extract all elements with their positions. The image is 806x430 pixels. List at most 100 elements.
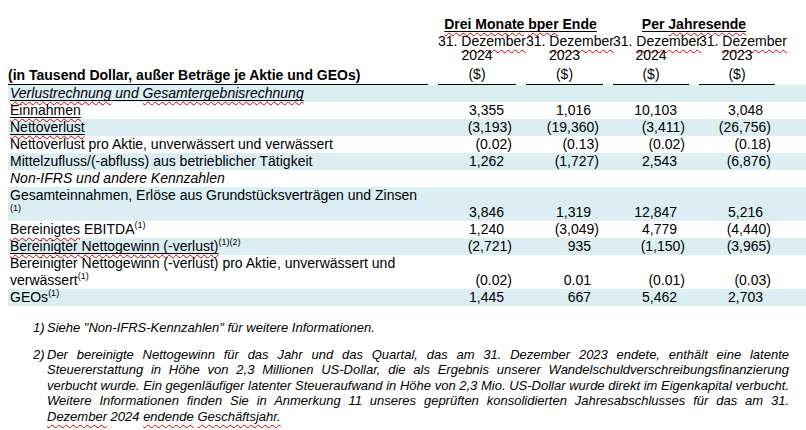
value-cell: (3,965)	[699, 238, 775, 255]
text-part: EBITDA	[80, 221, 134, 237]
spellcheck-word: Jahresende	[668, 16, 746, 32]
value-cell: 1,240	[438, 221, 516, 238]
value-cell: (1,150)	[613, 238, 689, 255]
value-cell: 0.01	[526, 272, 603, 289]
value-cell: 2,703	[699, 289, 775, 306]
value-cell: (26,756)	[699, 119, 775, 136]
value-cell: 2,543	[613, 153, 689, 170]
text-part: Per	[642, 16, 668, 32]
row-label: Non-IFRS und andere Kennzahlen	[8, 170, 428, 187]
text-part: Bereinigter Nettogewinn (-verlust) pro A…	[10, 255, 395, 288]
spellcheck-word: Geschäftsjahr.	[197, 409, 280, 424]
column-header-year: 2023	[549, 47, 580, 63]
value-cell: 1,319	[526, 204, 603, 221]
value-cell: 1,262	[438, 153, 516, 170]
column-header-unit: ($)	[699, 62, 775, 85]
table-row: Einnahmen3,3551,01610,1033,048	[8, 102, 806, 119]
row-label: Mittelzufluss/(-abfluss) aus betrieblich…	[8, 153, 428, 170]
row-label: Verlustrechnung und Gesamtergebnisrechnu…	[8, 85, 428, 102]
column-header-unit: ($)	[613, 62, 689, 85]
footnote-ref: (1)	[48, 288, 59, 298]
text-part: 31.	[699, 33, 722, 49]
value-cell: 1,445	[438, 289, 516, 306]
spellcheck-word: Bereinigtes	[10, 221, 80, 237]
spellcheck-word: Drei Monate	[444, 16, 524, 32]
value-cell: 10,103	[613, 102, 689, 119]
column-header-unit: ($)	[526, 62, 603, 85]
text-part: 2024	[107, 409, 143, 424]
footnote-ref: (1)	[135, 220, 146, 230]
text-part: Nettoverlust pro Aktie, unverwässert und…	[10, 136, 333, 152]
value-cell: (0.18)	[699, 136, 775, 153]
column-header-date: 31. Dezember2023	[526, 35, 603, 62]
table-header: (in Tausend Dollar, außer Beträge je Akt…	[8, 16, 806, 85]
value-cell: (19,360)	[526, 119, 603, 136]
value-cell: 3,846	[438, 204, 516, 221]
text-part: Siehe "Non-IFRS-Kennzahlen" für weitere …	[47, 320, 375, 335]
text-part: und	[111, 85, 142, 101]
text-part: Mittelzufluss/(-abfluss) aus betrieblich…	[10, 153, 312, 169]
table-row: Bereinigter Nettogewinn (-verlust) pro A…	[8, 255, 806, 289]
footnote-1: 1)Siehe "Non-IFRS-Kennzahlen" für weiter…	[33, 320, 789, 336]
value-cell: 5,462	[613, 289, 689, 306]
text-part: 31.	[526, 33, 549, 49]
table-row: Bereinigter Nettogewinn (-verlust)(1)(2)…	[8, 238, 806, 255]
text-part: 31.	[613, 33, 636, 49]
column-header-year: 2024	[461, 47, 492, 63]
value-cell: 935	[526, 238, 603, 255]
value-cell: (0.02)	[613, 136, 689, 153]
column-header-date: 31. Dezember2023	[699, 35, 775, 62]
value-cell: (4,440)	[699, 221, 775, 238]
column-header-date: 31. Dezember2024	[613, 35, 689, 62]
table-caption: (in Tausend Dollar, außer Beträge je Akt…	[8, 67, 428, 85]
table-body: Verlustrechnung und Gesamtergebnisrechnu…	[8, 85, 806, 306]
table-row: Nettoverlust(3,193)(19,360)(3,411)(26,75…	[8, 119, 806, 136]
spellcheck-word: Verlustrechnung	[10, 85, 111, 101]
text-part: 31.	[438, 33, 461, 49]
spellcheck-word: endende	[143, 409, 194, 424]
value-cell: (0.13)	[526, 136, 603, 153]
spellcheck-word: Gesamtergebnisrechnung	[143, 85, 304, 101]
footnotes: 1)Siehe "Non-IFRS-Kennzahlen" für weiter…	[33, 320, 789, 424]
row-label: Gesamteinnahmen, Erlöse aus Grundstücksv…	[8, 187, 428, 221]
column-header-year: 2023	[721, 47, 752, 63]
text-part: Non-IFRS und andere Kennzahlen	[10, 170, 225, 186]
value-cell: 5,216	[699, 204, 775, 221]
value-cell: (0.01)	[613, 272, 689, 289]
row-label: Bereinigtes EBITDA(1)	[8, 221, 428, 238]
value-cell: 4,779	[613, 221, 689, 238]
value-cell: (1,727)	[526, 153, 603, 170]
spellcheck-word: Bereinigter Nettogewinn (-verlust)	[10, 238, 219, 254]
row-label: Nettoverlust pro Aktie, unverwässert und…	[8, 136, 428, 153]
table-row: Bereinigtes EBITDA(1) 1,240 (3,049) 4,779 (4…	[8, 221, 806, 238]
spellcheck-word: Bereinigter Nettogewinn (-verlust)	[10, 238, 219, 254]
row-label: Nettoverlust	[8, 119, 428, 136]
value-cell: 12,847	[613, 204, 689, 221]
spellcheck-word: Einnahmen	[10, 102, 81, 118]
value-cell: 3,048	[699, 102, 775, 119]
financial-summary-document: (in Tausend Dollar, außer Beträge je Akt…	[0, 0, 806, 424]
column-group-label: Per Jahresende	[642, 16, 746, 32]
table-row: Mittelzufluss/(-abfluss) aus betrieblich…	[8, 153, 806, 170]
row-label: Bereinigter Nettogewinn (-verlust) pro A…	[8, 255, 428, 289]
footnote-ref: (1)(2)	[219, 237, 241, 247]
row-label: GEOs(1)	[8, 289, 428, 306]
text-part: Der bereinigte Nettogewinn für das Jahr …	[47, 347, 789, 409]
table-row: Nettoverlust pro Aktie, unverwässert und…	[8, 136, 806, 153]
footnote-2: 2)Der bereinigte Nettogewinn für das Jah…	[33, 347, 789, 425]
value-cell: (2,721)	[438, 238, 516, 255]
value-cell: 1,016	[526, 102, 603, 119]
value-cell: (0.03)	[699, 272, 775, 289]
value-cell: (0.02)	[438, 136, 516, 153]
text-part: GEOs	[10, 289, 48, 305]
text-part: Ende	[559, 16, 597, 32]
row-label: Bereinigter Nettogewinn (-verlust)(1)(2)	[8, 238, 428, 255]
spellcheck-word: bper	[528, 16, 558, 32]
spellcheck-word: Nettoverlust	[10, 119, 85, 135]
value-cell: (3,411)	[613, 119, 689, 136]
value-cell: (6,876)	[699, 153, 775, 170]
value-cell: (3,049)	[526, 221, 603, 238]
column-header-date: 31. Dezember2024	[438, 35, 516, 62]
value-cell: (0.02)	[438, 272, 516, 289]
column-group-label: Drei Monate bper Ende	[444, 16, 596, 32]
